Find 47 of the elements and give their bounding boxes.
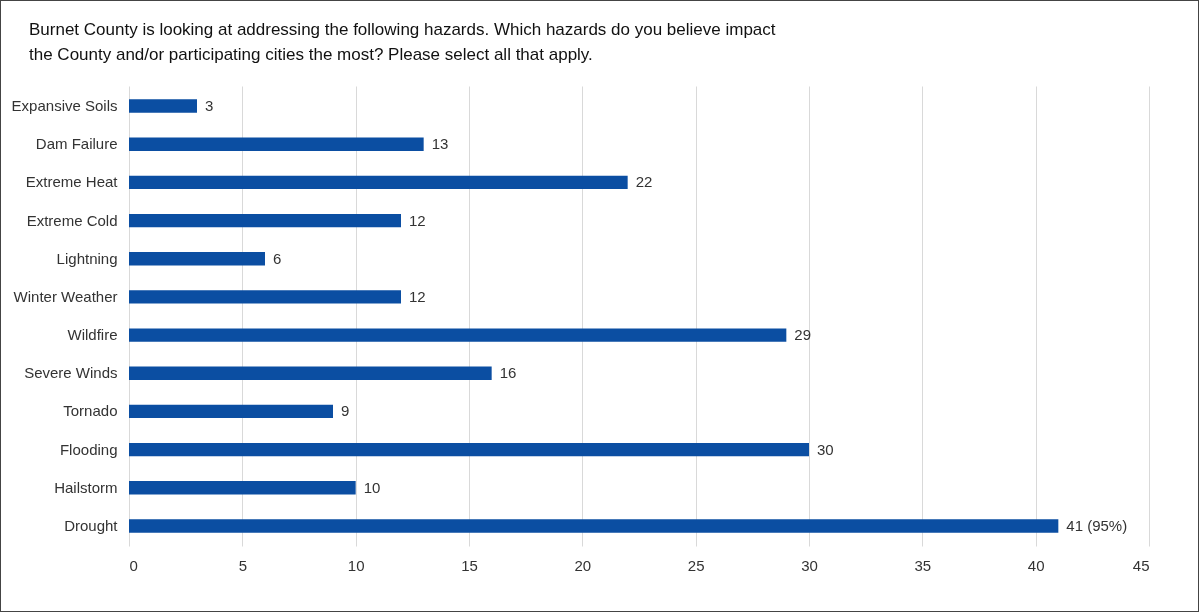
bar xyxy=(129,366,492,380)
bar xyxy=(129,442,809,457)
y-tick-label: Severe Winds xyxy=(24,364,118,382)
bar xyxy=(129,481,356,495)
y-tick-label: Extreme Heat xyxy=(25,173,119,191)
bar xyxy=(129,137,424,151)
bar xyxy=(129,99,197,113)
data-label: 22 xyxy=(635,173,653,191)
bar xyxy=(129,404,333,419)
data-label: 12 xyxy=(409,211,426,229)
y-tick-label: Expansive Soils xyxy=(11,97,118,115)
y-tick-label: Dam Failure xyxy=(35,135,118,153)
y-tick-label: Hailstorm xyxy=(54,478,118,496)
x-tick-label: 25 xyxy=(687,556,705,574)
x-tick-label: 45 xyxy=(1132,556,1150,574)
y-tick-label: Winter Weather xyxy=(13,287,118,305)
chart-title: Burnet County is looking at addressing the following hazards. Which hazards do you believe impact the County and/or participating cities the most? Please select all that apply. xyxy=(29,20,776,64)
data-label: 29 xyxy=(794,326,812,344)
y-tick-label: Lightning xyxy=(56,249,118,267)
x-tick-label: 30 xyxy=(801,556,818,574)
bar xyxy=(129,175,628,190)
data-label: 10 xyxy=(363,478,381,496)
data-label: 16 xyxy=(499,364,517,382)
y-tick-label: Tornado xyxy=(63,402,118,420)
x-tick-label: 15 xyxy=(461,556,478,574)
y-tick-label: Flooding xyxy=(59,440,118,458)
x-tick-label: 40 xyxy=(1027,556,1045,574)
x-tick-label: 10 xyxy=(347,556,365,574)
y-tick-label: Extreme Cold xyxy=(26,211,118,229)
x-tick-label: 35 xyxy=(914,556,932,574)
bar xyxy=(129,213,401,228)
data-label: 6 xyxy=(273,249,282,267)
x-tick-label: 5 xyxy=(238,556,248,574)
data-label: 13 xyxy=(431,135,449,153)
bar xyxy=(129,252,265,266)
x-tick-label: 20 xyxy=(574,556,592,574)
data-label: 12 xyxy=(409,287,426,305)
bar xyxy=(129,328,787,342)
data-label: 30 xyxy=(817,440,834,458)
bar xyxy=(129,519,1059,533)
y-tick-label: Wildfire xyxy=(67,326,118,344)
data-label: 41 (95%) xyxy=(1066,516,1128,534)
y-tick-label: Drought xyxy=(64,516,119,534)
x-tick-label: 0 xyxy=(129,556,138,574)
data-label: 9 xyxy=(341,402,350,420)
data-label: 3 xyxy=(205,97,214,115)
bar xyxy=(129,290,401,304)
